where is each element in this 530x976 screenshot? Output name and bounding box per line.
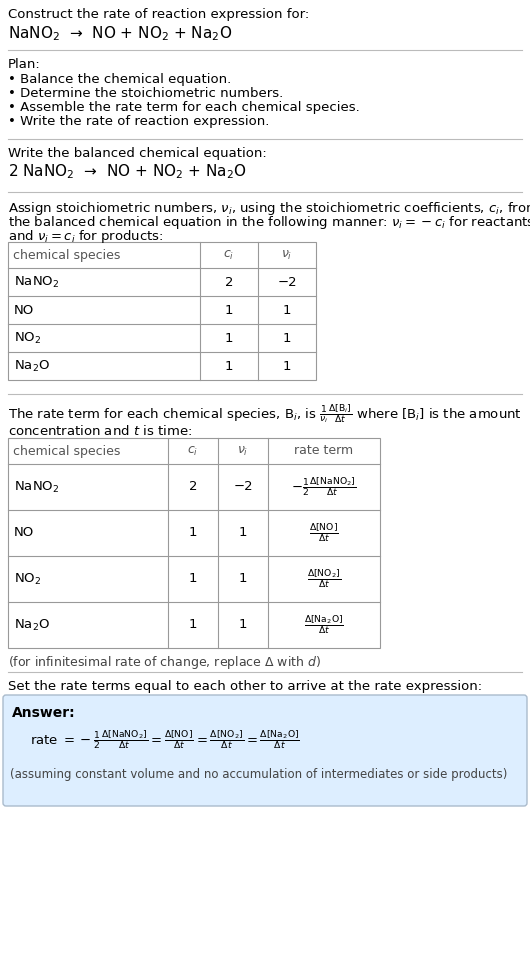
Text: concentration and $t$ is time:: concentration and $t$ is time: (8, 424, 192, 438)
Text: NaNO$_2$: NaNO$_2$ (14, 479, 59, 495)
Text: 1: 1 (282, 359, 292, 373)
Text: −2: −2 (277, 275, 297, 289)
Text: $-\frac{1}{2}\frac{\Delta[\mathrm{NaNO_2}]}{\Delta t}$: $-\frac{1}{2}\frac{\Delta[\mathrm{NaNO_2… (291, 475, 357, 499)
Text: • Assemble the rate term for each chemical species.: • Assemble the rate term for each chemic… (8, 101, 360, 114)
Text: the balanced chemical equation in the following manner: $\nu_i = -c_i$ for react: the balanced chemical equation in the fo… (8, 214, 530, 231)
Text: 2 NaNO$_2$  →  NO + NO$_2$ + Na$_2$O: 2 NaNO$_2$ → NO + NO$_2$ + Na$_2$O (8, 162, 247, 181)
Text: and $\nu_i = c_i$ for products:: and $\nu_i = c_i$ for products: (8, 228, 164, 245)
Text: 1: 1 (225, 332, 233, 345)
Text: 1: 1 (225, 304, 233, 316)
Text: • Determine the stoichiometric numbers.: • Determine the stoichiometric numbers. (8, 87, 283, 100)
Text: $\frac{\Delta[\mathrm{NO}]}{\Delta t}$: $\frac{\Delta[\mathrm{NO}]}{\Delta t}$ (309, 522, 339, 544)
Bar (8, 242, 316, 380)
Text: $\frac{\Delta[\mathrm{NO_2}]}{\Delta t}$: $\frac{\Delta[\mathrm{NO_2}]}{\Delta t}$ (307, 568, 341, 590)
Text: rate $= -\frac{1}{2}\frac{\Delta[\mathrm{NaNO_2}]}{\Delta t} = \frac{\Delta[\mat: rate $= -\frac{1}{2}\frac{\Delta[\mathrm… (30, 728, 300, 751)
Text: 1: 1 (282, 332, 292, 345)
Text: 1: 1 (225, 359, 233, 373)
Text: (for infinitesimal rate of change, replace Δ with $d$): (for infinitesimal rate of change, repla… (8, 654, 321, 671)
Text: rate term: rate term (295, 444, 354, 458)
Text: 1: 1 (238, 619, 248, 631)
Text: 1: 1 (189, 526, 197, 540)
Text: NaNO$_2$  →  NO + NO$_2$ + Na$_2$O: NaNO$_2$ → NO + NO$_2$ + Na$_2$O (8, 24, 232, 43)
Text: Answer:: Answer: (12, 706, 76, 720)
Bar (8, 438, 380, 648)
Text: Plan:: Plan: (8, 58, 41, 71)
Text: $c_i$: $c_i$ (223, 249, 235, 262)
Text: NO: NO (14, 304, 34, 316)
Text: NaNO$_2$: NaNO$_2$ (14, 274, 59, 290)
Text: Assign stoichiometric numbers, $\nu_i$, using the stoichiometric coefficients, $: Assign stoichiometric numbers, $\nu_i$, … (8, 200, 530, 217)
Text: $\nu_i$: $\nu_i$ (281, 249, 293, 262)
Text: NO$_2$: NO$_2$ (14, 331, 41, 346)
Text: NO$_2$: NO$_2$ (14, 572, 41, 587)
Text: Na$_2$O: Na$_2$O (14, 618, 50, 632)
Text: Write the balanced chemical equation:: Write the balanced chemical equation: (8, 147, 267, 160)
Text: 1: 1 (189, 573, 197, 586)
FancyBboxPatch shape (3, 695, 527, 806)
Text: Set the rate terms equal to each other to arrive at the rate expression:: Set the rate terms equal to each other t… (8, 680, 482, 693)
Text: Construct the rate of reaction expression for:: Construct the rate of reaction expressio… (8, 8, 309, 21)
Text: 2: 2 (189, 480, 197, 494)
Text: NO: NO (14, 526, 34, 540)
Text: chemical species: chemical species (13, 249, 120, 262)
Text: 1: 1 (189, 619, 197, 631)
Text: −2: −2 (233, 480, 253, 494)
Text: 1: 1 (238, 573, 248, 586)
Text: 2: 2 (225, 275, 233, 289)
Text: Na$_2$O: Na$_2$O (14, 358, 50, 374)
Text: $c_i$: $c_i$ (188, 444, 199, 458)
Text: $\nu_i$: $\nu_i$ (237, 444, 249, 458)
Text: $\frac{\Delta[\mathrm{Na_2O}]}{\Delta t}$: $\frac{\Delta[\mathrm{Na_2O}]}{\Delta t}… (304, 614, 344, 636)
Text: (assuming constant volume and no accumulation of intermediates or side products): (assuming constant volume and no accumul… (10, 768, 507, 781)
Text: chemical species: chemical species (13, 444, 120, 458)
Text: 1: 1 (282, 304, 292, 316)
Text: The rate term for each chemical species, B$_i$, is $\frac{1}{\nu_i}\frac{\Delta[: The rate term for each chemical species,… (8, 402, 522, 425)
Text: 1: 1 (238, 526, 248, 540)
Text: • Write the rate of reaction expression.: • Write the rate of reaction expression. (8, 115, 269, 128)
Text: • Balance the chemical equation.: • Balance the chemical equation. (8, 73, 231, 86)
